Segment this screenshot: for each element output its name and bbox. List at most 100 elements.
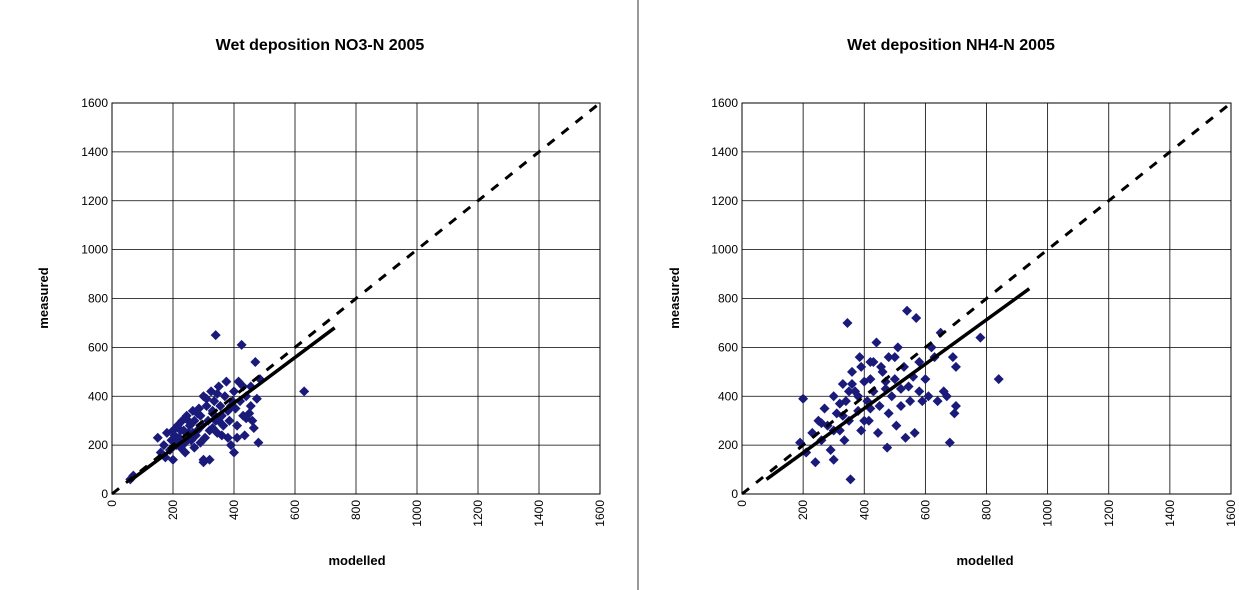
data-point [207,423,218,434]
data-point [816,418,827,429]
data-point [854,352,865,363]
data-points [125,330,310,485]
y-tick-label: 1600 [81,96,108,110]
data-point [993,374,1004,385]
x-tick-label: 1600 [1224,500,1238,527]
data-point [825,445,836,456]
data-point [903,381,914,392]
data-point [847,379,858,390]
x-tick-label: 200 [796,500,810,520]
data-point [868,357,879,368]
data-point [856,425,867,436]
data-point [944,437,955,448]
data-point [232,420,243,431]
chart-title: Wet deposition NH4-N 2005 [847,37,1055,54]
data-point [914,386,925,397]
y-tick-label: 200 [718,438,738,452]
data-point [905,396,916,407]
data-point [909,427,920,438]
data-point [834,425,845,436]
reference-lines [111,101,601,496]
data-point [920,374,931,385]
chart-nh4: Wet deposition NH4-N 2005 0 200 400 600 800 1… [667,37,1238,568]
y-tick-label: 0 [731,487,738,501]
data-point [210,330,221,341]
panel-divider [637,0,639,590]
data-point [798,393,809,404]
data-point [892,342,903,353]
data-point [871,337,882,348]
data-point [837,410,848,421]
y-tick-label: 800 [88,292,108,306]
data-point [891,420,902,431]
data-point [195,437,206,448]
x-tick-label: 1000 [1041,500,1055,527]
data-point [245,401,256,412]
y-axis-label: measured [667,267,682,328]
data-point [859,415,870,426]
x-tick-label: 1600 [593,500,607,527]
data-point [810,457,821,468]
data-point [175,425,186,436]
data-point [868,386,879,397]
y-tick-label: 1400 [81,145,108,159]
data-point [248,423,259,434]
x-tick-label: 400 [227,500,241,520]
data-point [874,401,885,412]
one-to-one-line [741,101,1232,496]
data-point [865,374,876,385]
data-point [914,357,925,368]
data-point [886,391,897,402]
data-point [876,361,887,372]
data-point [898,361,909,372]
data-point [938,386,949,397]
data-point [238,381,249,392]
data-point [299,386,310,397]
data-point [828,454,839,465]
regression-line [129,326,336,482]
data-point [158,440,169,451]
x-tick-label: 1400 [1163,500,1177,527]
data-point [917,396,928,407]
reference-lines [741,101,1232,496]
data-point [950,401,961,412]
data-point [834,398,845,409]
data-point [229,386,239,397]
x-axis-label: modelled [956,553,1013,568]
data-point [949,408,960,419]
data-point [847,366,858,377]
data-point [225,440,236,451]
data-point [189,442,200,453]
data-point [902,305,913,316]
data-point [807,427,818,438]
data-point [219,391,230,402]
data-point [239,430,250,441]
data-point [883,408,894,419]
data-point [253,437,264,448]
data-point [215,401,226,412]
data-point [923,391,934,402]
data-point [152,432,163,443]
data-point [947,352,958,363]
x-tick-label: 800 [980,500,994,520]
x-tick-label: 400 [857,500,871,520]
y-tick-label: 0 [101,487,108,501]
data-point [189,415,200,426]
x-tick-labels: 0 200 400 600 800 1000 1200 1400 1600 [105,500,607,527]
data-point [828,391,839,402]
data-point [221,376,232,387]
data-point [839,435,850,446]
data-point [204,454,215,465]
y-tick-label: 400 [88,389,108,403]
y-tick-label: 1200 [81,194,108,208]
data-point [975,332,986,343]
data-point [932,396,943,407]
y-tick-label: 1200 [711,194,738,208]
y-tick-labels: 0 200 400 600 800 1000 1200 1400 1600 [81,96,108,501]
y-tick-label: 200 [88,438,108,452]
chart-no3: Wet deposition NO3-N 2005 0 200 400 600 800 1… [36,37,607,568]
x-tick-label: 800 [349,500,363,520]
y-tick-label: 1000 [81,243,108,257]
y-tick-label: 400 [718,389,738,403]
